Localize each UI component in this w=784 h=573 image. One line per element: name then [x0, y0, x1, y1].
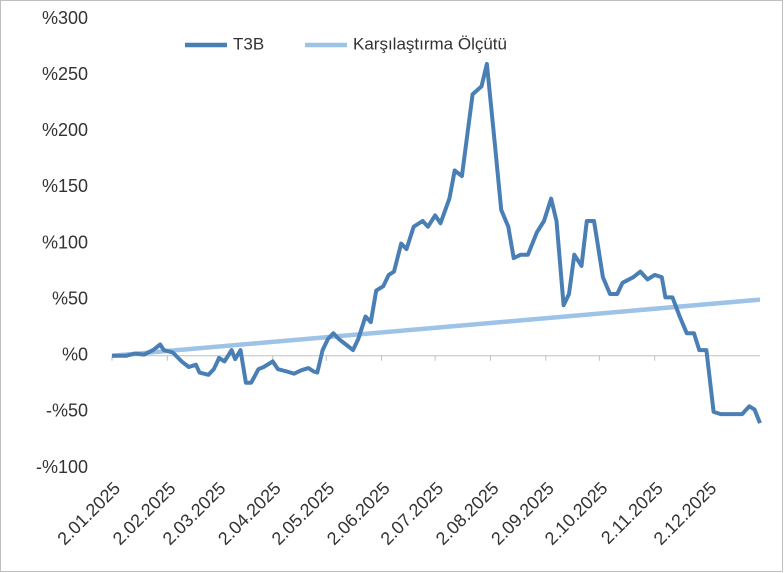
y-tick-label: %100	[42, 232, 88, 252]
y-tick-label: %300	[42, 8, 88, 28]
legend-label: T3B	[233, 34, 264, 53]
series-line	[111, 297, 761, 359]
series-line	[112, 61, 762, 424]
y-tick-label: %150	[42, 176, 88, 196]
y-tick-label: %250	[42, 64, 88, 84]
y-tick-label: -%100	[36, 457, 88, 477]
y-tick-label: -%50	[46, 401, 88, 421]
y-tick-label: %200	[42, 120, 88, 140]
y-tick-label: %50	[52, 288, 88, 308]
legend-label: Karşılaştırma Ölçütü	[353, 34, 507, 53]
y-tick-label: %0	[62, 345, 88, 365]
